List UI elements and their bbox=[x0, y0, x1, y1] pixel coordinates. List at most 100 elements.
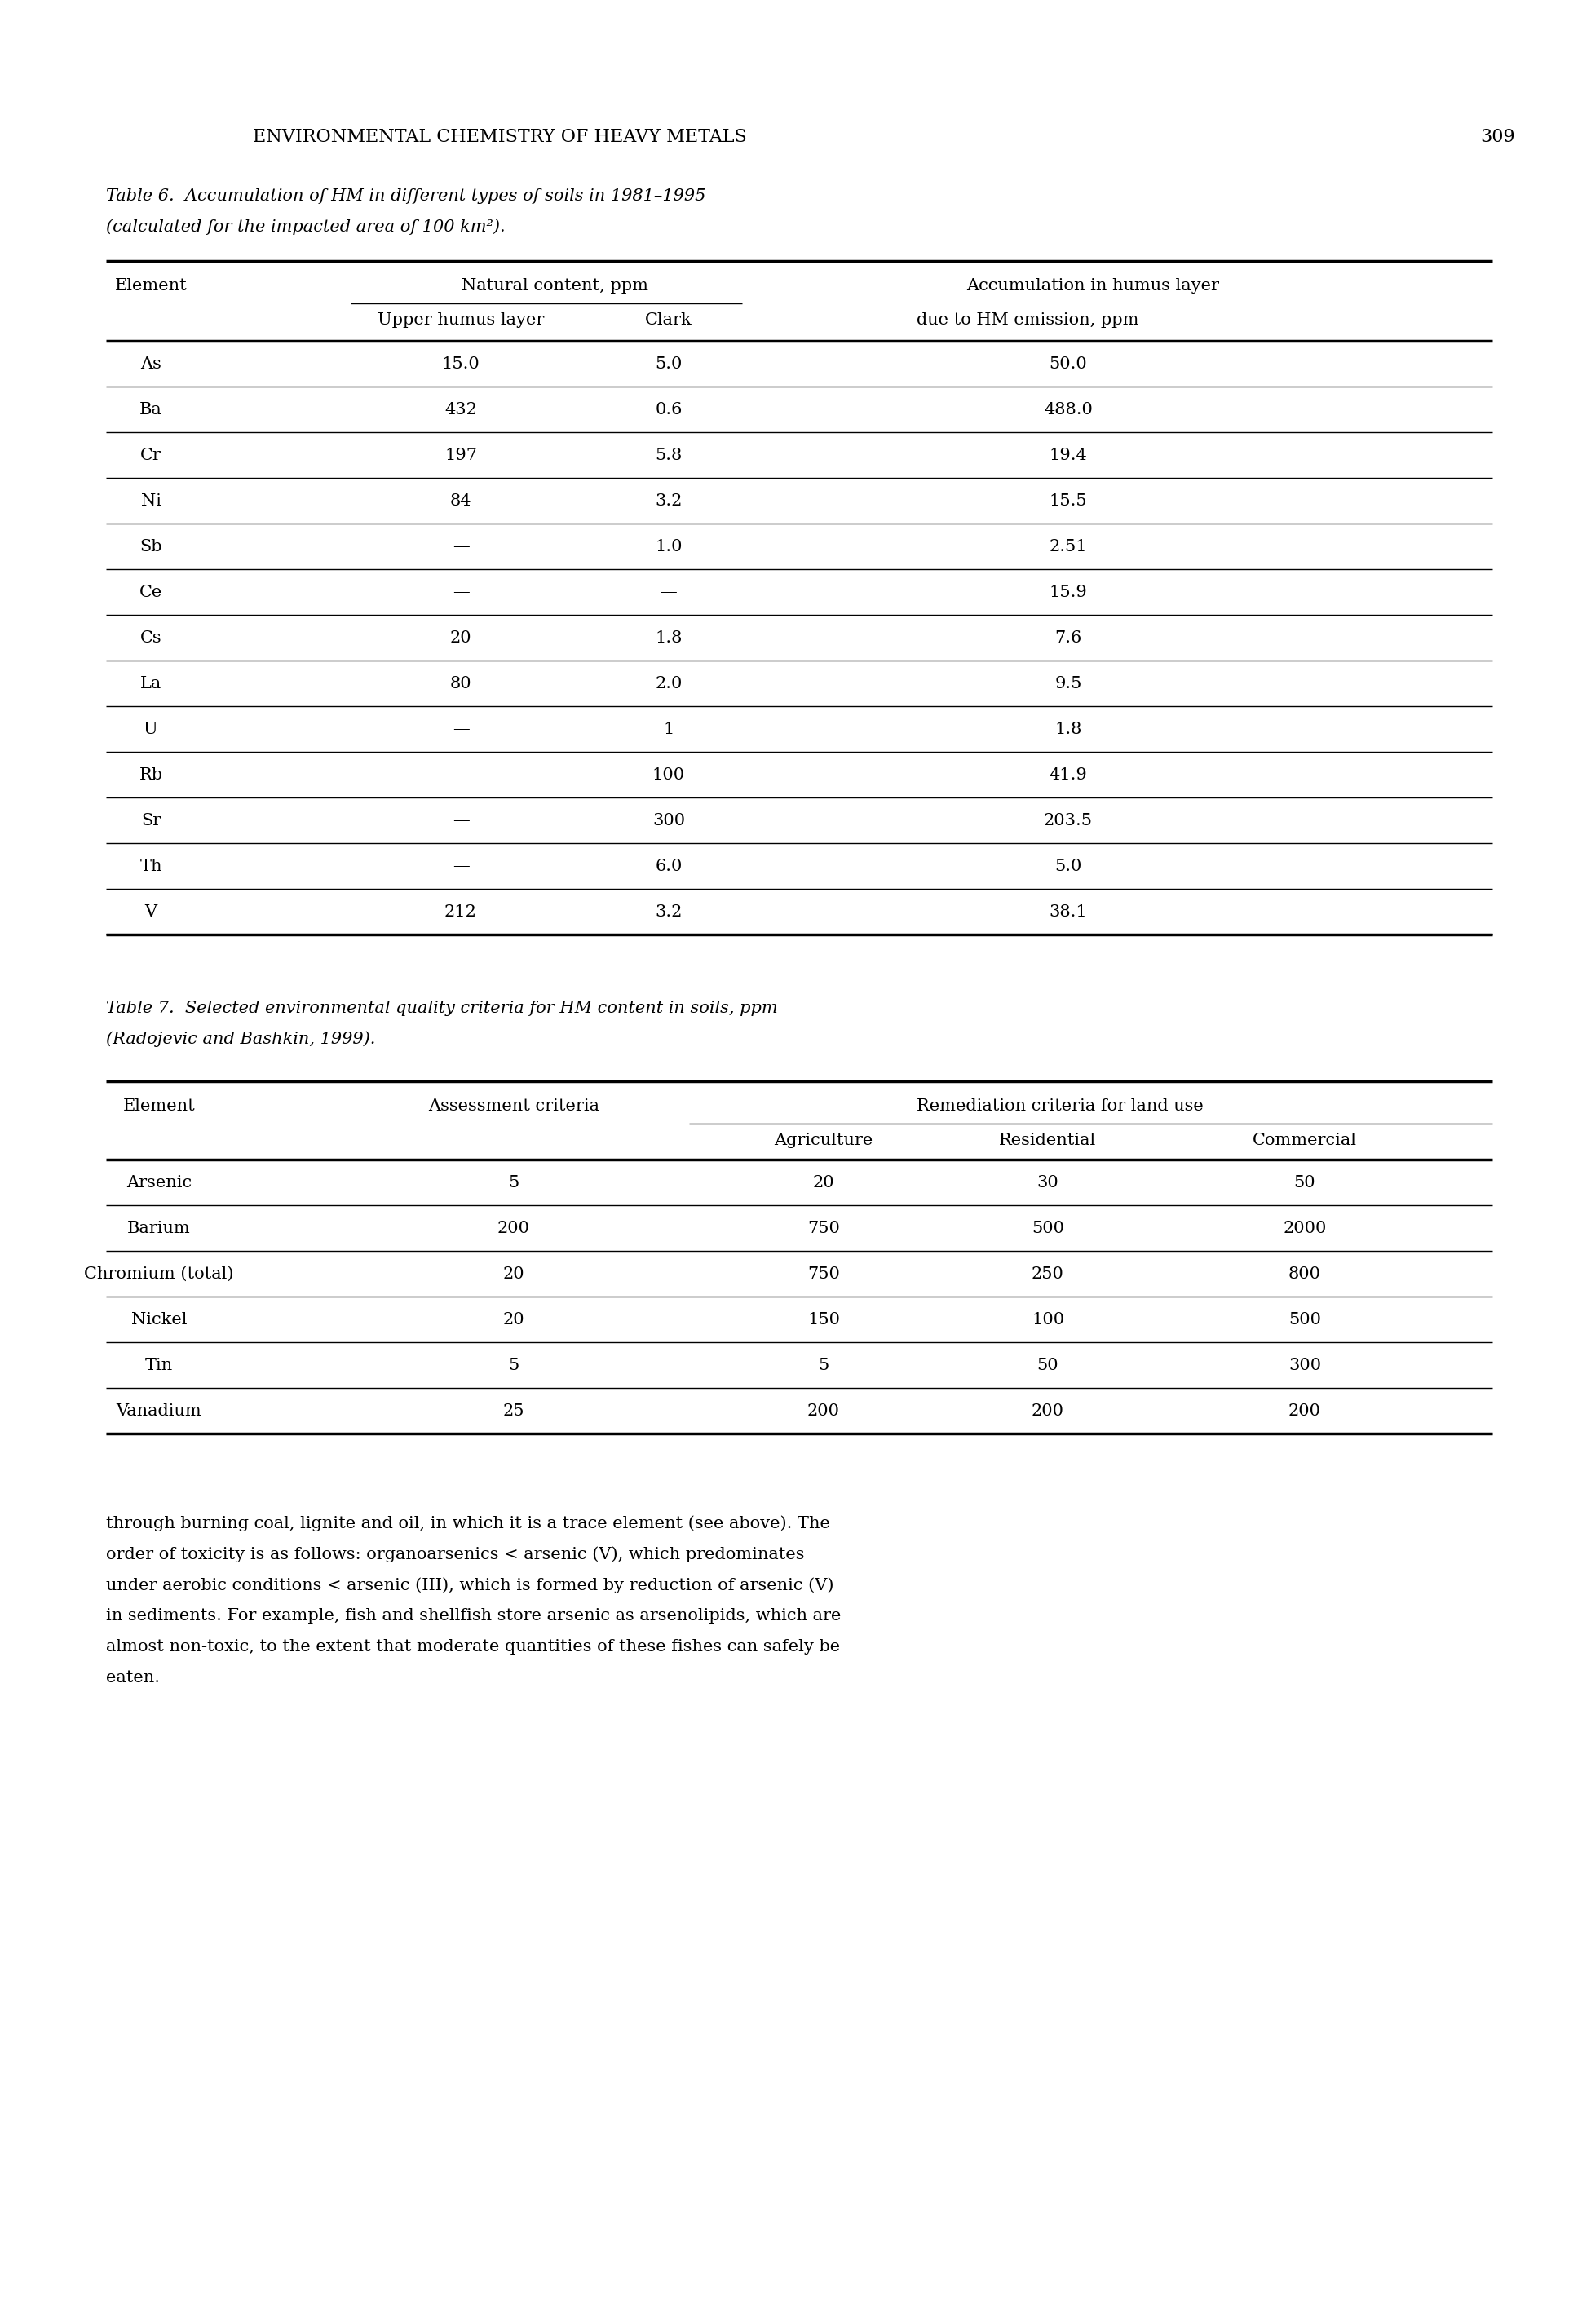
Text: 41.9: 41.9 bbox=[1048, 767, 1087, 783]
Text: 5: 5 bbox=[818, 1357, 829, 1373]
Text: 200: 200 bbox=[1289, 1404, 1321, 1418]
Text: 20: 20 bbox=[503, 1267, 525, 1281]
Text: Tin: Tin bbox=[145, 1357, 173, 1373]
Text: 250: 250 bbox=[1031, 1267, 1064, 1281]
Text: 500: 500 bbox=[1031, 1220, 1064, 1236]
Text: Clark: Clark bbox=[644, 311, 692, 328]
Text: —: — bbox=[452, 583, 469, 600]
Text: 150: 150 bbox=[807, 1311, 840, 1327]
Text: Remediation criteria for land use: Remediation criteria for land use bbox=[916, 1097, 1203, 1113]
Text: Th: Th bbox=[140, 858, 162, 874]
Text: order of toxicity is as follows: organoarsenics < arsenic (V), which predominate: order of toxicity is as follows: organoa… bbox=[107, 1545, 805, 1562]
Text: 5.0: 5.0 bbox=[655, 356, 683, 372]
Text: 50: 50 bbox=[1293, 1174, 1316, 1190]
Text: Ni: Ni bbox=[140, 493, 161, 509]
Text: 750: 750 bbox=[807, 1267, 840, 1281]
Text: Element: Element bbox=[123, 1097, 196, 1113]
Text: almost non-toxic, to the extent that moderate quantities of these fishes can saf: almost non-toxic, to the extent that mod… bbox=[107, 1638, 840, 1655]
Text: Natural content, ppm: Natural content, ppm bbox=[461, 277, 648, 293]
Text: 2000: 2000 bbox=[1282, 1220, 1327, 1236]
Text: Residential: Residential bbox=[999, 1132, 1096, 1148]
Text: (Radojevic and Bashkin, 1999).: (Radojevic and Bashkin, 1999). bbox=[107, 1032, 375, 1046]
Text: 15.5: 15.5 bbox=[1050, 493, 1087, 509]
Text: 432: 432 bbox=[444, 402, 477, 416]
Text: Assessment criteria: Assessment criteria bbox=[428, 1097, 600, 1113]
Text: 1.8: 1.8 bbox=[1055, 720, 1082, 737]
Text: 50: 50 bbox=[1037, 1357, 1058, 1373]
Text: through burning coal, lignite and oil, in which it is a trace element (see above: through burning coal, lignite and oil, i… bbox=[107, 1515, 831, 1532]
Text: 2.51: 2.51 bbox=[1050, 539, 1087, 553]
Text: 20: 20 bbox=[450, 630, 471, 646]
Text: 3.2: 3.2 bbox=[655, 904, 683, 920]
Text: 1.0: 1.0 bbox=[655, 539, 683, 553]
Text: 5: 5 bbox=[509, 1357, 519, 1373]
Text: 100: 100 bbox=[1031, 1311, 1064, 1327]
Text: Agriculture: Agriculture bbox=[775, 1132, 873, 1148]
Text: 300: 300 bbox=[652, 813, 686, 827]
Text: Arsenic: Arsenic bbox=[126, 1174, 191, 1190]
Text: eaten.: eaten. bbox=[107, 1671, 159, 1685]
Text: U: U bbox=[143, 720, 158, 737]
Text: 100: 100 bbox=[652, 767, 686, 783]
Text: —: — bbox=[452, 813, 469, 827]
Text: Rb: Rb bbox=[138, 767, 162, 783]
Text: 15.9: 15.9 bbox=[1048, 583, 1087, 600]
Text: —: — bbox=[452, 767, 469, 783]
Text: 20: 20 bbox=[813, 1174, 835, 1190]
Text: 1.8: 1.8 bbox=[655, 630, 683, 646]
Text: ENVIRONMENTAL CHEMISTRY OF HEAVY METALS: ENVIRONMENTAL CHEMISTRY OF HEAVY METALS bbox=[253, 128, 746, 146]
Text: Commercial: Commercial bbox=[1252, 1132, 1357, 1148]
Text: Barium: Barium bbox=[127, 1220, 191, 1236]
Text: 7.6: 7.6 bbox=[1055, 630, 1082, 646]
Text: due to HM emission, ppm: due to HM emission, ppm bbox=[916, 311, 1139, 328]
Text: 30: 30 bbox=[1037, 1174, 1058, 1190]
Text: Vanadium: Vanadium bbox=[116, 1404, 202, 1418]
Text: Ce: Ce bbox=[140, 583, 162, 600]
Text: Cs: Cs bbox=[140, 630, 162, 646]
Text: 5.8: 5.8 bbox=[655, 446, 683, 462]
Text: Element: Element bbox=[115, 277, 188, 293]
Text: 38.1: 38.1 bbox=[1048, 904, 1087, 920]
Text: —: — bbox=[452, 720, 469, 737]
Text: 750: 750 bbox=[807, 1220, 840, 1236]
Text: Upper humus layer: Upper humus layer bbox=[377, 311, 544, 328]
Text: (calculated for the impacted area of 100 km²).: (calculated for the impacted area of 100… bbox=[107, 218, 506, 235]
Text: 9.5: 9.5 bbox=[1055, 676, 1082, 690]
Text: Table 6.  Accumulation of HM in different types of soils in 1981–1995: Table 6. Accumulation of HM in different… bbox=[107, 188, 706, 205]
Text: 200: 200 bbox=[1031, 1404, 1064, 1418]
Text: Sr: Sr bbox=[142, 813, 161, 827]
Text: Accumulation in humus layer: Accumulation in humus layer bbox=[966, 277, 1219, 293]
Text: 200: 200 bbox=[498, 1220, 530, 1236]
Text: 5: 5 bbox=[509, 1174, 519, 1190]
Text: Table 7.  Selected environmental quality criteria for HM content in soils, ppm: Table 7. Selected environmental quality … bbox=[107, 999, 778, 1016]
Text: 84: 84 bbox=[450, 493, 471, 509]
Text: 6.0: 6.0 bbox=[655, 858, 683, 874]
Text: Nickel: Nickel bbox=[130, 1311, 188, 1327]
Text: 800: 800 bbox=[1289, 1267, 1321, 1281]
Text: 309: 309 bbox=[1480, 128, 1515, 146]
Text: As: As bbox=[140, 356, 161, 372]
Text: Sb: Sb bbox=[140, 539, 162, 553]
Text: 203.5: 203.5 bbox=[1044, 813, 1093, 827]
Text: 50.0: 50.0 bbox=[1048, 356, 1087, 372]
Text: 200: 200 bbox=[807, 1404, 840, 1418]
Text: 15.0: 15.0 bbox=[442, 356, 480, 372]
Text: —: — bbox=[452, 858, 469, 874]
Text: Cr: Cr bbox=[140, 446, 161, 462]
Text: 300: 300 bbox=[1289, 1357, 1321, 1373]
Text: Ba: Ba bbox=[140, 402, 162, 416]
Text: 25: 25 bbox=[503, 1404, 525, 1418]
Text: in sediments. For example, fish and shellfish store arsenic as arsenolipids, whi: in sediments. For example, fish and shel… bbox=[107, 1608, 842, 1624]
Text: 5.0: 5.0 bbox=[1055, 858, 1082, 874]
Text: V: V bbox=[145, 904, 158, 920]
Text: 1: 1 bbox=[663, 720, 675, 737]
Text: 500: 500 bbox=[1289, 1311, 1321, 1327]
Text: 197: 197 bbox=[444, 446, 477, 462]
Text: 2.0: 2.0 bbox=[655, 676, 683, 690]
Text: 20: 20 bbox=[503, 1311, 525, 1327]
Text: La: La bbox=[140, 676, 162, 690]
Text: under aerobic conditions < arsenic (III), which is formed by reduction of arseni: under aerobic conditions < arsenic (III)… bbox=[107, 1578, 834, 1592]
Text: 0.6: 0.6 bbox=[655, 402, 683, 416]
Text: Chromium (total): Chromium (total) bbox=[84, 1267, 234, 1281]
Text: —: — bbox=[660, 583, 678, 600]
